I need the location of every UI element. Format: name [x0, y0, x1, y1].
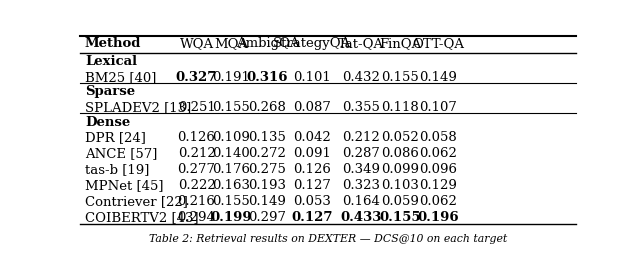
- Text: 0.059: 0.059: [381, 195, 419, 208]
- Text: Method: Method: [85, 37, 141, 51]
- Text: 0.118: 0.118: [381, 101, 419, 114]
- Text: StrategyQA: StrategyQA: [273, 37, 351, 51]
- Text: DPR [24]: DPR [24]: [85, 131, 146, 144]
- Text: WQA: WQA: [179, 37, 214, 51]
- Text: 0.316: 0.316: [247, 71, 288, 84]
- Text: 0.149: 0.149: [248, 195, 287, 208]
- Text: 0.109: 0.109: [212, 131, 250, 144]
- Text: 0.096: 0.096: [419, 163, 457, 176]
- Text: 0.433: 0.433: [340, 211, 382, 224]
- Text: 0.062: 0.062: [419, 147, 457, 160]
- Text: 0.196: 0.196: [417, 211, 459, 224]
- Text: 0.053: 0.053: [293, 195, 331, 208]
- Text: 0.327: 0.327: [176, 71, 217, 84]
- Text: 0.107: 0.107: [419, 101, 457, 114]
- Text: 0.212: 0.212: [342, 131, 380, 144]
- Text: 0.268: 0.268: [248, 101, 287, 114]
- Text: Lexical: Lexical: [85, 55, 137, 68]
- Text: ANCE [57]: ANCE [57]: [85, 147, 157, 160]
- Text: Dense: Dense: [85, 116, 130, 129]
- Text: 0.087: 0.087: [293, 101, 331, 114]
- Text: 0.135: 0.135: [248, 131, 287, 144]
- Text: 0.062: 0.062: [419, 195, 457, 208]
- Text: 0.199: 0.199: [211, 211, 252, 224]
- Text: 0.127: 0.127: [291, 211, 333, 224]
- Text: 0.155: 0.155: [381, 71, 419, 84]
- Text: 0.216: 0.216: [178, 195, 216, 208]
- Text: 0.099: 0.099: [381, 163, 419, 176]
- Text: 0.432: 0.432: [342, 71, 380, 84]
- Text: 0.140: 0.140: [212, 147, 250, 160]
- Text: 0.155: 0.155: [212, 195, 250, 208]
- Text: 0.349: 0.349: [342, 163, 380, 176]
- Text: 0.275: 0.275: [248, 163, 287, 176]
- Text: MQA: MQA: [214, 37, 248, 51]
- Text: OTT-QA: OTT-QA: [412, 37, 464, 51]
- Text: 0.176: 0.176: [212, 163, 250, 176]
- Text: 0.222: 0.222: [178, 179, 216, 192]
- Text: BM25 [40]: BM25 [40]: [85, 71, 156, 84]
- Text: 0.042: 0.042: [293, 131, 331, 144]
- Text: Contriever [22]: Contriever [22]: [85, 195, 188, 208]
- Text: COIBERTV2 [43]: COIBERTV2 [43]: [85, 211, 198, 224]
- Text: 0.163: 0.163: [212, 179, 250, 192]
- Text: 0.212: 0.212: [178, 147, 216, 160]
- Text: 0.323: 0.323: [342, 179, 380, 192]
- Text: 0.155: 0.155: [379, 211, 420, 224]
- Text: 0.272: 0.272: [248, 147, 287, 160]
- Text: 0.052: 0.052: [381, 131, 419, 144]
- Text: 0.058: 0.058: [419, 131, 457, 144]
- Text: Sparse: Sparse: [85, 85, 135, 98]
- Text: 0.126: 0.126: [293, 163, 331, 176]
- Text: 0.251: 0.251: [178, 101, 216, 114]
- Text: 0.126: 0.126: [178, 131, 216, 144]
- Text: 0.355: 0.355: [342, 101, 380, 114]
- Text: 0.155: 0.155: [212, 101, 250, 114]
- Text: 0.294: 0.294: [178, 211, 216, 224]
- Text: 0.129: 0.129: [419, 179, 457, 192]
- Text: 0.086: 0.086: [381, 147, 419, 160]
- Text: 0.091: 0.091: [293, 147, 331, 160]
- Text: 0.297: 0.297: [248, 211, 287, 224]
- Text: 0.193: 0.193: [248, 179, 287, 192]
- Text: FinQA: FinQA: [379, 37, 421, 51]
- Text: 0.103: 0.103: [381, 179, 419, 192]
- Text: 0.191: 0.191: [212, 71, 250, 84]
- Text: 0.149: 0.149: [419, 71, 457, 84]
- Text: 0.127: 0.127: [293, 179, 331, 192]
- Text: 0.164: 0.164: [342, 195, 380, 208]
- Text: Table 2: Retrieval results on DEXTER — DCS@10 on each target: Table 2: Retrieval results on DEXTER — D…: [149, 234, 507, 244]
- Text: Tat-QA: Tat-QA: [338, 37, 384, 51]
- Text: 0.277: 0.277: [177, 163, 216, 176]
- Text: SPLADEV2 [13]: SPLADEV2 [13]: [85, 101, 191, 114]
- Text: AmbigQA: AmbigQA: [236, 37, 300, 51]
- Text: MPNet [45]: MPNet [45]: [85, 179, 163, 192]
- Text: tas-b [19]: tas-b [19]: [85, 163, 149, 176]
- Text: 0.287: 0.287: [342, 147, 380, 160]
- Text: 0.101: 0.101: [293, 71, 331, 84]
